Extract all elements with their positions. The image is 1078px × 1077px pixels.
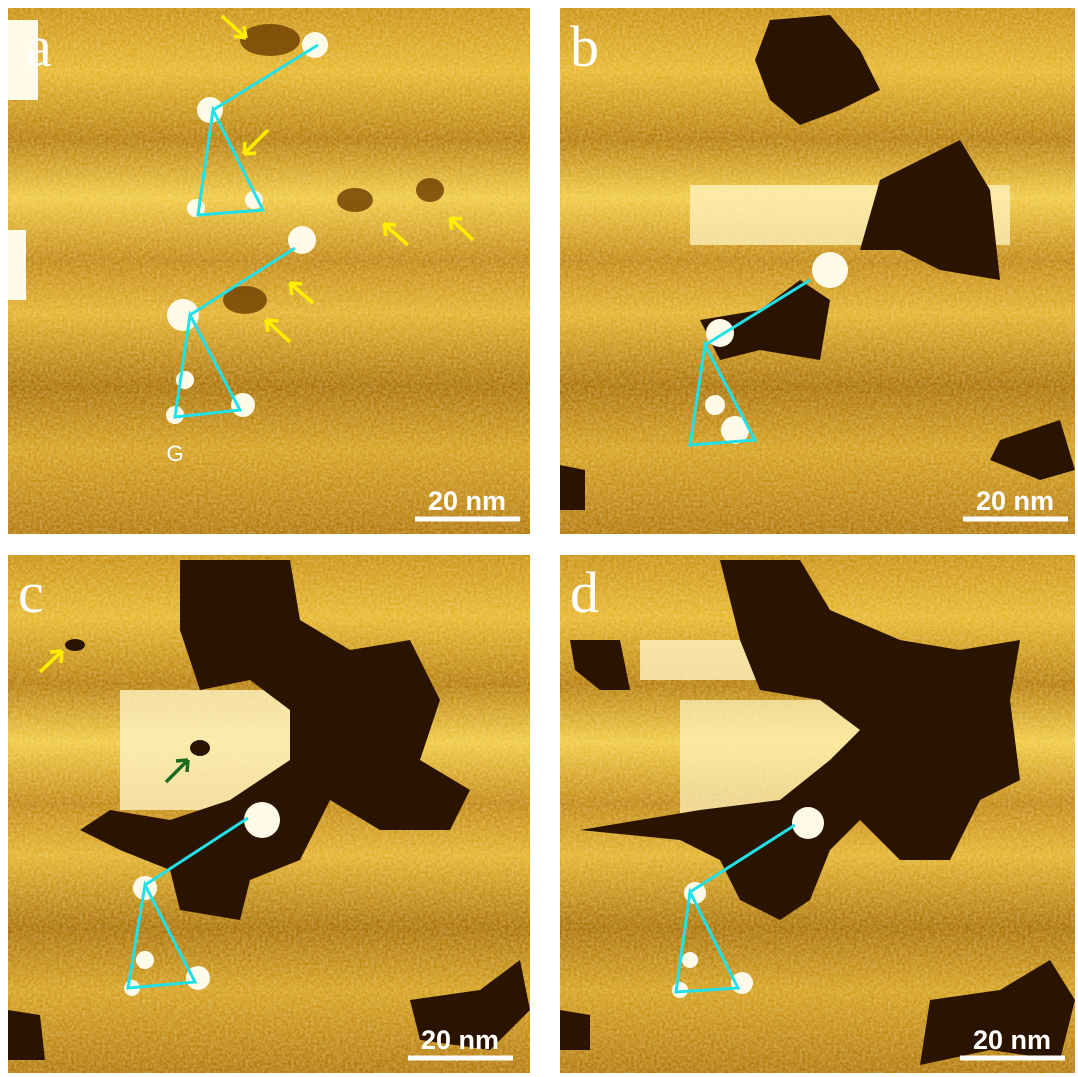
scale-bar-label: 20 nm (973, 1025, 1051, 1055)
panel-d: d 20 nm (560, 555, 1075, 1073)
panel-label: c (18, 560, 44, 625)
scale-bar-label: 20 nm (976, 486, 1054, 516)
scale-bar-label: 20 nm (428, 486, 506, 516)
panel-label: a (26, 14, 52, 79)
figure: a G 20 nm b 20 nm (0, 0, 1078, 1077)
panel-label: b (570, 14, 599, 79)
scale-bar-label: 20 nm (421, 1025, 499, 1055)
panel-b: b 20 nm (560, 8, 1075, 534)
panel-a: a G 20 nm (8, 8, 530, 534)
panel-label: d (570, 560, 599, 625)
marker-label: G (166, 441, 183, 466)
panel-c: c 20 nm (8, 555, 530, 1073)
